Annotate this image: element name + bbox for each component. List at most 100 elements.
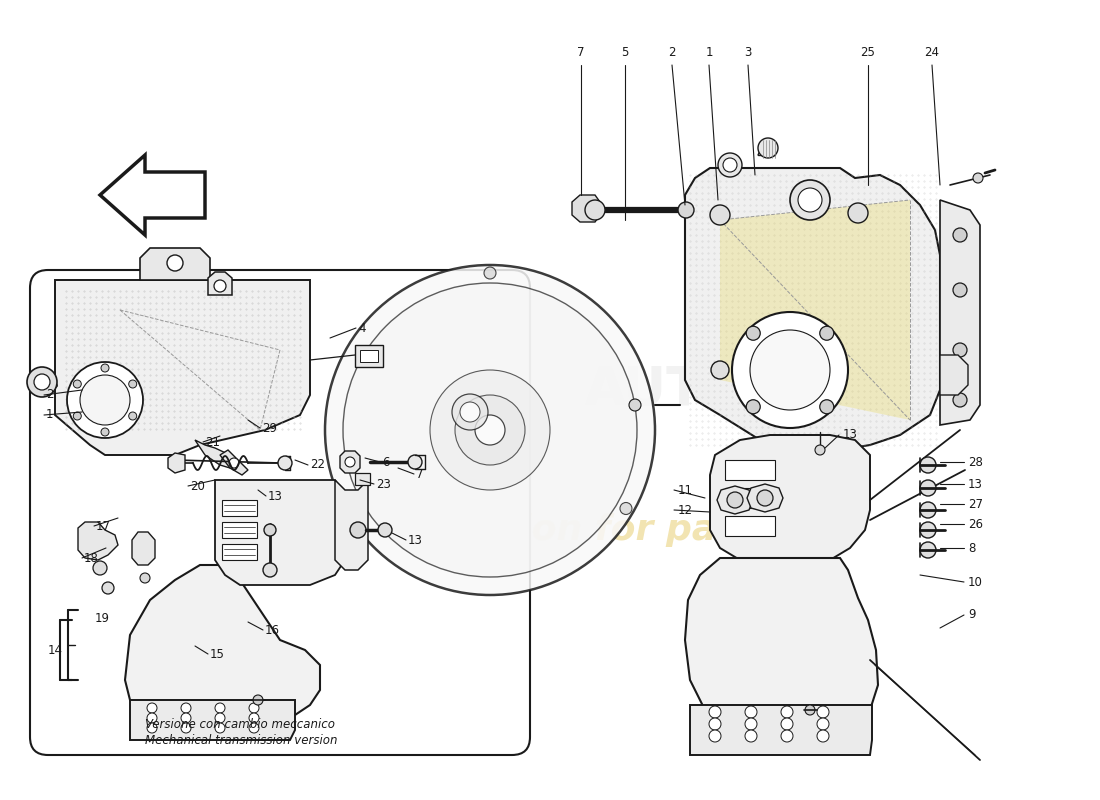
Text: 11: 11 [678,483,693,497]
Polygon shape [685,168,940,450]
Text: 19: 19 [95,611,110,625]
Polygon shape [195,440,230,468]
Circle shape [817,706,829,718]
Polygon shape [710,435,870,560]
Bar [222,544,257,560]
Circle shape [475,415,505,445]
Polygon shape [220,450,248,475]
Circle shape [102,582,114,594]
Text: 29: 29 [262,422,277,434]
Circle shape [920,457,936,473]
Circle shape [757,490,773,506]
Circle shape [74,380,81,388]
Circle shape [920,542,936,558]
Text: 2: 2 [46,389,54,402]
Circle shape [345,457,355,467]
Circle shape [745,730,757,742]
Text: 27: 27 [968,498,983,510]
Text: 1: 1 [705,46,713,58]
Polygon shape [720,200,910,420]
Circle shape [452,394,488,430]
Circle shape [746,326,760,340]
Text: 6: 6 [382,455,389,469]
Circle shape [678,202,694,218]
Circle shape [182,703,191,713]
Polygon shape [214,480,345,585]
Text: 25: 25 [860,46,876,58]
Circle shape [34,374,50,390]
Text: 20: 20 [190,479,205,493]
Bar [222,500,257,516]
Circle shape [249,713,258,723]
Text: 13: 13 [268,490,283,502]
Circle shape [820,326,834,340]
Circle shape [798,188,822,212]
Circle shape [147,723,157,733]
Circle shape [253,695,263,705]
Bar [355,345,383,367]
Text: 13: 13 [408,534,422,546]
Circle shape [758,138,778,158]
Circle shape [745,706,757,718]
Circle shape [430,370,550,490]
Text: 8: 8 [968,542,976,554]
Text: 24: 24 [924,46,939,58]
Text: Mechanical transmission version: Mechanical transmission version [145,734,338,746]
Circle shape [718,153,743,177]
Polygon shape [168,453,185,473]
Circle shape [249,703,258,713]
Text: 10: 10 [968,575,983,589]
Circle shape [710,706,720,718]
Text: 1: 1 [46,409,54,422]
Text: 12: 12 [678,503,693,517]
Polygon shape [100,155,205,235]
Polygon shape [208,272,232,295]
Circle shape [781,718,793,730]
Text: Versione con cambio meccanico: Versione con cambio meccanico [145,718,336,730]
Text: 9: 9 [968,609,976,622]
Circle shape [408,455,422,469]
Circle shape [101,428,109,436]
Circle shape [249,723,258,733]
Circle shape [815,445,825,455]
Text: 17: 17 [96,519,111,533]
Circle shape [781,706,793,718]
Polygon shape [340,451,360,473]
Circle shape [214,703,225,713]
Circle shape [745,718,757,730]
Circle shape [585,200,605,220]
Circle shape [817,730,829,742]
Circle shape [629,399,641,411]
Circle shape [710,730,720,742]
Bar [355,473,370,485]
Text: 26: 26 [968,518,983,530]
Bar [360,350,378,362]
Circle shape [460,402,480,422]
Circle shape [455,395,525,465]
Circle shape [953,393,967,407]
Text: 13: 13 [968,478,983,490]
Circle shape [229,458,239,468]
Circle shape [817,718,829,730]
Polygon shape [132,532,155,565]
Circle shape [74,412,81,420]
Polygon shape [690,705,872,755]
Circle shape [67,362,143,438]
Bar [222,522,257,538]
Text: 4: 4 [358,322,365,334]
FancyBboxPatch shape [30,270,530,755]
Text: 22: 22 [310,458,324,471]
Text: passion for parts: passion for parts [427,513,773,547]
Polygon shape [55,280,310,455]
Polygon shape [940,200,980,425]
Circle shape [129,412,136,420]
Circle shape [214,280,225,292]
Text: 28: 28 [968,455,983,469]
Text: 15: 15 [210,647,224,661]
Circle shape [790,180,830,220]
Polygon shape [78,522,118,560]
Circle shape [182,713,191,723]
Circle shape [920,502,936,518]
Circle shape [80,375,130,425]
Circle shape [129,380,136,388]
